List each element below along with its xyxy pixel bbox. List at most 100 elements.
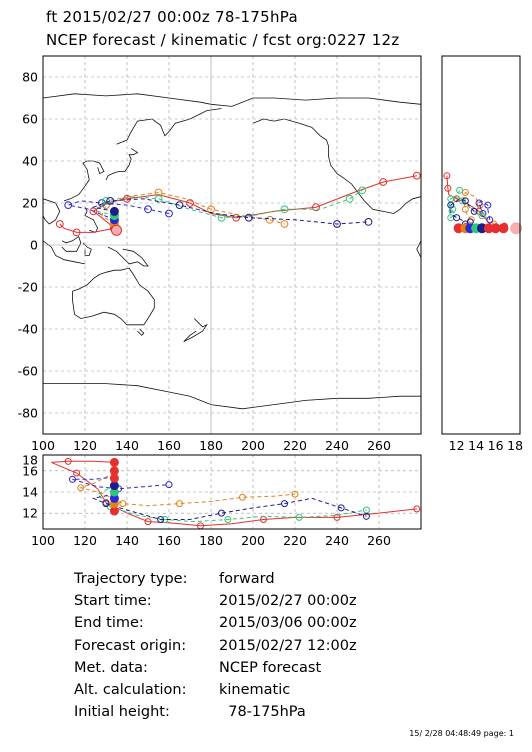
data-point xyxy=(64,201,73,210)
start-marker xyxy=(109,206,119,216)
info-value: 2015/03/06 00:00z xyxy=(219,615,357,632)
data-point xyxy=(470,207,478,215)
data-point xyxy=(64,457,72,465)
info-key: Initial height: xyxy=(74,704,170,721)
start-marker xyxy=(109,473,119,483)
x-tick-label: 200 xyxy=(241,533,265,548)
data-point xyxy=(176,500,183,508)
data-point xyxy=(364,218,373,226)
series-line xyxy=(72,476,170,490)
data-point xyxy=(461,205,469,213)
info-value: 78-175hPa xyxy=(219,704,306,721)
y-tick-label: 80 xyxy=(22,70,38,85)
coastline xyxy=(43,240,86,265)
data-point xyxy=(358,186,367,195)
y-tick-label: 20 xyxy=(22,196,38,211)
data-point xyxy=(280,205,289,214)
data-point xyxy=(144,518,152,526)
series-line xyxy=(96,189,363,219)
footer-timestamp: 15/ 2/28 04:48:49 page: 1 xyxy=(409,729,514,738)
data-point xyxy=(280,220,289,228)
data-point xyxy=(218,509,225,517)
data-point xyxy=(291,490,299,498)
data-point xyxy=(119,500,127,508)
x-tick-label: 220 xyxy=(283,438,307,453)
start-marker xyxy=(109,481,119,491)
data-point xyxy=(154,188,163,197)
trajectory-info: Trajectory type: forward Start time: 2015/… xyxy=(74,568,357,723)
info-value: forward xyxy=(219,571,275,587)
data-point xyxy=(265,215,274,224)
data-point xyxy=(239,493,246,501)
side-panel: 12 14 16 18 xyxy=(441,55,523,453)
series-line xyxy=(96,485,367,523)
x-tick-label: 120 xyxy=(73,533,97,548)
series-line xyxy=(51,460,417,527)
data-point xyxy=(55,220,64,228)
start-marker xyxy=(109,506,119,516)
data-point xyxy=(458,197,466,205)
y-tick-label: -20 xyxy=(18,280,38,295)
info-key: Forecast origin: xyxy=(74,637,187,654)
x-tick-label: 100 xyxy=(31,438,55,453)
data-point xyxy=(447,201,455,209)
data-point xyxy=(217,213,226,222)
info-key: Start time: xyxy=(74,593,152,610)
info-row: Met. data: NCEP forecast xyxy=(74,657,357,679)
x-tick-label: 260 xyxy=(367,533,391,548)
info-key: End time: xyxy=(74,615,144,632)
x-tick-label: 14 xyxy=(468,438,484,453)
data-point xyxy=(106,197,115,205)
coastline xyxy=(72,267,155,326)
data-point xyxy=(449,205,457,213)
data-point xyxy=(154,194,163,203)
coastline xyxy=(43,198,61,225)
x-tick-label: 260 xyxy=(367,438,391,453)
y-tick-label: 18 xyxy=(22,453,38,468)
data-point xyxy=(478,212,486,220)
y-tick-label: 14 xyxy=(22,485,38,500)
data-point xyxy=(295,513,303,521)
coastline xyxy=(107,246,149,267)
y-tick-label: -40 xyxy=(18,322,38,337)
x-tick-label: 180 xyxy=(199,438,223,453)
start-marker xyxy=(510,222,523,235)
data-point xyxy=(443,172,451,180)
info-value: kinematic xyxy=(219,682,291,699)
data-point xyxy=(144,205,152,214)
data-point xyxy=(165,481,173,489)
data-point xyxy=(345,194,354,203)
data-point xyxy=(362,512,370,520)
coastline xyxy=(43,93,421,107)
series-line xyxy=(79,472,296,507)
series-line xyxy=(59,223,115,233)
data-point xyxy=(333,513,341,521)
y-tick-label: -60 xyxy=(18,364,38,379)
info-value: 2015/02/27 12:00z xyxy=(219,637,357,654)
series-line xyxy=(92,175,417,229)
x-tick-label: 240 xyxy=(325,533,349,548)
y-tick-label: -80 xyxy=(18,406,38,421)
coastline xyxy=(43,383,421,410)
map-frame xyxy=(42,55,422,435)
coastline xyxy=(137,328,145,336)
x-tick-label: 140 xyxy=(115,438,139,453)
x-tick-label: 18 xyxy=(507,438,523,453)
start-marker xyxy=(111,224,122,236)
coastline xyxy=(61,235,82,252)
x-tick-label: 220 xyxy=(283,533,307,548)
info-row: Trajectory type: forward xyxy=(74,568,357,590)
data-point xyxy=(68,475,76,483)
info-value: 2015/02/27 00:00z xyxy=(219,593,357,610)
x-tick-label: 140 xyxy=(115,533,139,548)
y-tick-label: 16 xyxy=(22,463,38,478)
y-tick-label: 60 xyxy=(22,112,38,127)
series-line xyxy=(101,191,285,225)
coastline xyxy=(116,108,222,145)
data-point xyxy=(77,484,85,492)
side-frame xyxy=(441,55,521,435)
y-tick-label: 0 xyxy=(30,238,38,253)
x-tick-label: 160 xyxy=(157,533,181,548)
info-row: Start time: 2015/02/27 00:00z xyxy=(74,590,357,612)
y-tick-label: 12 xyxy=(22,506,38,521)
